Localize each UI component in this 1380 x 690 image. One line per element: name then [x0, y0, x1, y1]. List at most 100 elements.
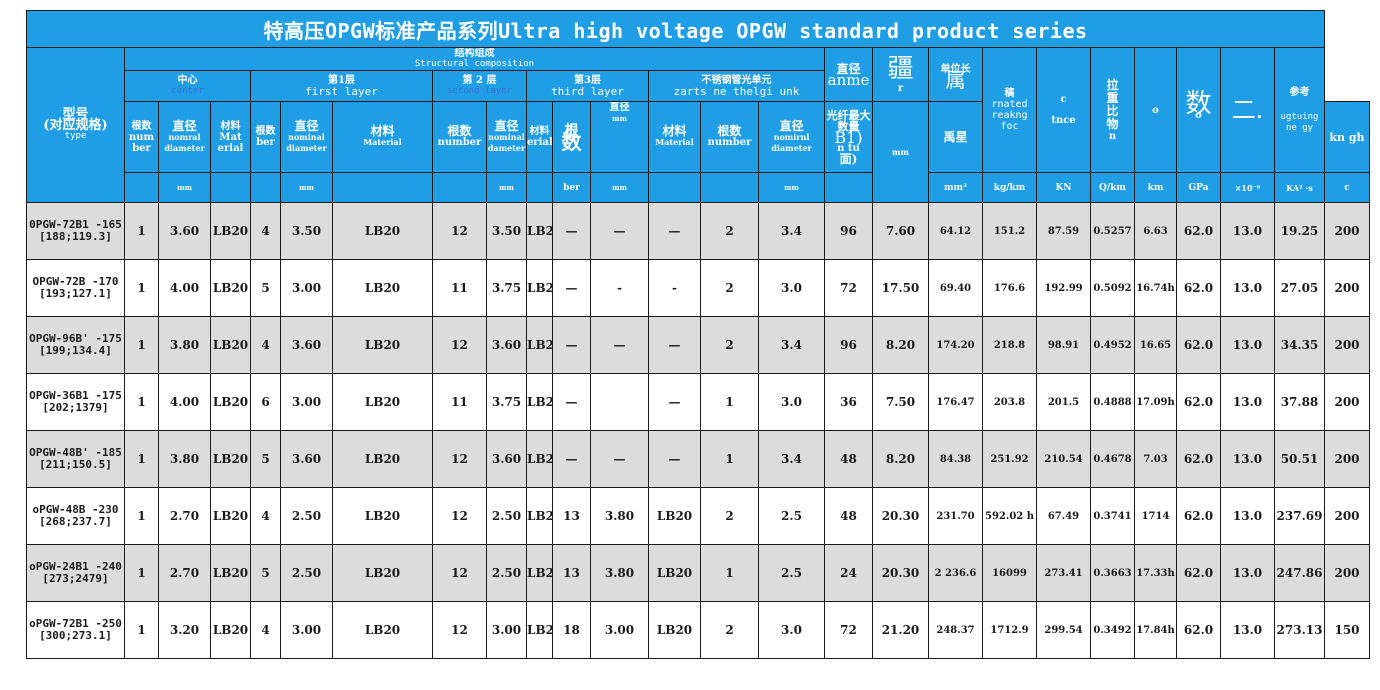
cell-l1-m: LB20: [332, 601, 433, 659]
opgw-spec-table: 特高压OPGW标准产品系列Ultra high voltage OPGW sta…: [26, 10, 1370, 659]
center-num-cn: 根数: [131, 120, 152, 132]
cell-type: OPGW-36B1 -175 [202;1379]: [26, 373, 125, 431]
cell-l2-m: LB20: [526, 316, 553, 374]
cell-area: 231.70: [928, 487, 983, 545]
cell-ser: 34.35: [1274, 316, 1325, 374]
cell-s-d: 3.4: [758, 430, 825, 488]
cell-c-num: 1: [124, 601, 159, 659]
table-row: oPGW-72B1 -250 [300;273.1] 1 3.20 LB20 4 3.00…: [26, 601, 1370, 659]
steel-diam-cn: 直径: [779, 118, 804, 133]
layer3-diam-mm: mm: [612, 114, 627, 123]
short-circuit-header-en: 二.: [1231, 95, 1264, 124]
cell-l2-d: 3.60: [486, 316, 527, 374]
cell-l2-d: 2.50: [486, 544, 527, 602]
center-mat-cn: 材料: [220, 120, 241, 132]
unit-short-circuit: KA² ·s: [1274, 172, 1325, 203]
unit-l1-num: [250, 172, 281, 203]
cell-l2-d: 3.75: [486, 373, 527, 431]
structural-header-en: Structural composition: [414, 59, 535, 69]
cell-od: 17.50: [872, 259, 929, 317]
cell-len: 6.63: [1134, 202, 1177, 260]
unit-l3-diam: mm: [590, 172, 649, 203]
layer1b-num-en: number: [437, 137, 482, 148]
cell-c-d: 3.80: [158, 430, 211, 488]
area-header-r: r: [897, 83, 904, 94]
outer-diameter-en: anme: [827, 70, 870, 89]
cell-c-num: 1: [124, 487, 159, 545]
cell-ref: 200: [1324, 202, 1370, 260]
unit-expansion: ×10⁻⁶: [1220, 172, 1275, 203]
cell-l3-m: LB20: [648, 544, 701, 602]
cell-ref: 200: [1324, 316, 1370, 374]
cell-s-n: 2: [700, 601, 759, 659]
cell-dc: 0.3663: [1090, 544, 1135, 602]
cell-l3-d: —: [590, 316, 649, 374]
cell-l3-n: —: [552, 430, 591, 488]
layer3-header-en: third layer: [551, 85, 624, 98]
table-row: oPGW-24B1 -240 [273;2479] 1 2.70 LB20 5 2.50 L…: [26, 544, 1370, 602]
center-diam-header: 直径 nomral diameter: [158, 101, 211, 173]
cell-dc: 0.5257: [1090, 202, 1135, 260]
cell-ref: 200: [1324, 430, 1370, 488]
cell-mod: 62.0: [1176, 202, 1221, 260]
table-title: 特高压OPGW标准产品系列Ultra high voltage OPGW sta…: [26, 10, 1325, 48]
cell-type: OPGW-72B -170 [193;127.1]: [26, 259, 125, 317]
layer3-header: 第3层 third layer: [526, 70, 649, 102]
center-mat-en: Mat erial: [217, 131, 244, 154]
fiber-count-mian: 面): [839, 151, 858, 166]
center-num-en: num ber: [128, 131, 155, 154]
cell-c-d: 4.00: [158, 373, 211, 431]
cell-l3-m: LB20: [648, 601, 701, 659]
cell-exp: 13.0: [1220, 316, 1275, 374]
cell-l2-m: LB20: [526, 430, 553, 488]
cell-s-n: 2: [700, 202, 759, 260]
cell-l3-m: —: [648, 202, 701, 260]
cell-fib: 96: [824, 316, 873, 374]
fiber-count-header: 光纤最大数量 B1) n tu 面): [824, 101, 873, 173]
layer3-diam-header: 直径 mm: [590, 101, 649, 173]
cell-od: 21.20: [872, 601, 929, 659]
expansion-header-big: 数: [1185, 89, 1212, 119]
unit-weight: kg/km: [982, 172, 1037, 203]
type-header-en: type: [64, 130, 87, 141]
layer1-mat-header: 材料 Material: [332, 101, 433, 173]
layer1-mat-cn: 材料: [370, 124, 395, 138]
cell-fib: 24: [824, 544, 873, 602]
layer1-header-en: first layer: [305, 85, 378, 98]
cell-c-d: 4.00: [158, 259, 211, 317]
modulus-header: o: [1134, 47, 1177, 173]
cell-c-m: LB20: [210, 259, 251, 317]
cell-s-n: 1: [700, 430, 759, 488]
cell-c-d: 3.60: [158, 202, 211, 260]
cell-l2-d: 3.50: [486, 202, 527, 260]
dc-header: c tnce: [1036, 47, 1091, 173]
cell-ref: 200: [1324, 259, 1370, 317]
steel-tube-header-cn: 不锈钢管光单元: [701, 75, 772, 86]
cell-c-m: LB20: [210, 544, 251, 602]
cell-l3-n: 13: [552, 544, 591, 602]
cell-wt: 176.6: [982, 259, 1037, 317]
cell-fib: 72: [824, 601, 873, 659]
layer3-num-header: 根 数: [552, 101, 591, 173]
area-header: 疆 r: [872, 47, 929, 102]
cell-l2-m: LB20: [526, 601, 553, 659]
steel-tube-header: 不锈钢管光单元 zarts ne thelgi unk: [648, 70, 825, 102]
cell-c-num: 1: [124, 373, 159, 431]
cell-c-m: LB20: [210, 373, 251, 431]
layer2-mat-cn: 材料: [529, 126, 550, 137]
steel-diam-en: nomirnl diameter: [771, 131, 812, 153]
structural-header: 结构组成 Structural composition: [124, 47, 825, 71]
outer-diameter-unit: mm: [872, 101, 929, 203]
length-ratio-header: 拉重比物 n: [1090, 47, 1135, 173]
cell-rts: 273.41: [1036, 544, 1091, 602]
center-diam-cn: 直径: [172, 118, 197, 133]
cell-s-n: 1: [700, 544, 759, 602]
cell-l3-d: [590, 373, 649, 431]
cell-ser: 237.69: [1274, 487, 1325, 545]
center-header-cn: 中心: [177, 75, 198, 86]
cell-type: oPGW-24B1 -240 [273;2479]: [26, 544, 125, 602]
fiber-count-en: n tu: [837, 142, 860, 154]
type-header-cn2: (对应规格): [43, 117, 108, 133]
cell-area: 2 236.6: [928, 544, 983, 602]
unit-l3-num-en: ber: [563, 182, 580, 193]
